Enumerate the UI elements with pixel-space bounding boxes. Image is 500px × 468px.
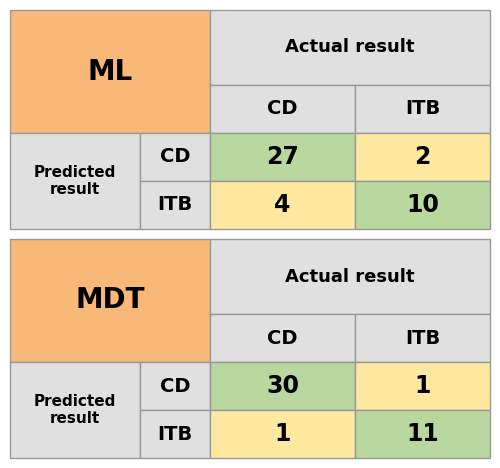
- Text: 4: 4: [274, 193, 290, 217]
- Bar: [10, 10, 210, 133]
- Bar: [140, 133, 210, 181]
- Text: CD: CD: [267, 100, 298, 118]
- Text: Actual result: Actual result: [285, 38, 415, 57]
- Bar: [210, 10, 490, 85]
- Text: 11: 11: [406, 422, 439, 446]
- Bar: [355, 133, 490, 181]
- Text: ITB: ITB: [405, 100, 440, 118]
- Bar: [355, 362, 490, 410]
- Bar: [140, 410, 210, 458]
- Text: ITB: ITB: [158, 196, 192, 214]
- Text: Actual result: Actual result: [285, 268, 415, 285]
- Bar: [210, 410, 355, 458]
- Text: MDT: MDT: [75, 286, 145, 314]
- Text: Predicted
result: Predicted result: [34, 394, 116, 426]
- Bar: [210, 362, 355, 410]
- Bar: [355, 314, 490, 362]
- Bar: [210, 85, 355, 133]
- Bar: [140, 181, 210, 229]
- Text: 1: 1: [414, 374, 430, 398]
- Text: ITB: ITB: [158, 424, 192, 444]
- Bar: [210, 239, 490, 314]
- Text: ITB: ITB: [405, 329, 440, 348]
- Bar: [10, 239, 210, 362]
- Text: 27: 27: [266, 145, 299, 169]
- Bar: [10, 362, 140, 458]
- Bar: [10, 133, 140, 229]
- Bar: [210, 314, 355, 362]
- Bar: [355, 181, 490, 229]
- Bar: [355, 410, 490, 458]
- Text: 10: 10: [406, 193, 439, 217]
- Bar: [355, 85, 490, 133]
- Bar: [140, 362, 210, 410]
- Bar: [210, 181, 355, 229]
- Text: 30: 30: [266, 374, 299, 398]
- Text: CD: CD: [160, 376, 190, 395]
- Text: Predicted
result: Predicted result: [34, 165, 116, 197]
- Bar: [210, 133, 355, 181]
- Text: CD: CD: [160, 147, 190, 167]
- Text: 2: 2: [414, 145, 430, 169]
- Text: CD: CD: [267, 329, 298, 348]
- Text: 1: 1: [274, 422, 290, 446]
- Text: ML: ML: [88, 58, 132, 86]
